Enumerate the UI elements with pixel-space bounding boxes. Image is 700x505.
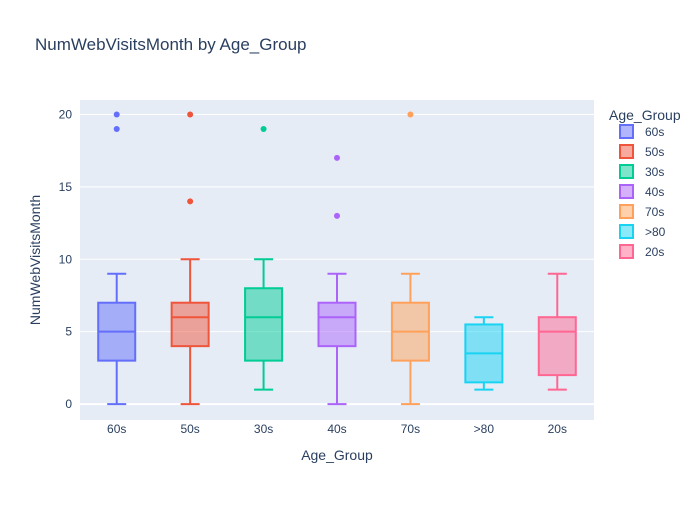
chart-title: NumWebVisitsMonth by Age_Group [35, 35, 307, 54]
y-tick-label: 0 [65, 397, 72, 411]
legend-item-40s[interactable]: 40s [619, 184, 664, 199]
box-iqr [170, 301, 210, 348]
legend-item-30s[interactable]: 30s [619, 164, 664, 179]
legend-item-60s[interactable]: 60s [619, 124, 664, 139]
box-30s[interactable] [244, 125, 284, 391]
legend[interactable]: Age_Group 60s 50s 30s 40s 70s >80 20s [609, 107, 681, 259]
x-tick-label: >80 [474, 422, 495, 436]
x-axis-ticks: 60s 50s 30s 40s 70s >80 20s [107, 422, 567, 436]
legend-items[interactable]: 60s 50s 30s 40s 70s >80 20s [619, 124, 666, 259]
box-50s[interactable] [170, 111, 210, 406]
legend-swatch [619, 244, 634, 259]
y-tick-label: 10 [59, 252, 73, 266]
box-iqr [244, 287, 284, 362]
x-tick-label: 30s [254, 422, 273, 436]
legend-swatch [619, 204, 634, 219]
legend-item->80[interactable]: >80 [619, 224, 666, 239]
x-axis-title: Age_Group [301, 447, 373, 463]
box-40s[interactable] [317, 154, 357, 406]
legend-item-50s[interactable]: 50s [619, 144, 664, 159]
legend-swatch [619, 124, 634, 139]
box-20s[interactable] [537, 272, 577, 391]
legend-label: 20s [645, 245, 664, 259]
legend-label: 40s [645, 185, 664, 199]
legend-swatch [619, 164, 634, 179]
y-axis-ticks: 0 5 10 15 20 [59, 107, 73, 411]
y-axis-title: NumWebVisitsMonth [27, 195, 43, 325]
x-tick-label: 70s [401, 422, 420, 436]
legend-swatch [619, 224, 634, 239]
x-tick-label: 50s [180, 422, 199, 436]
outlier-point [113, 111, 120, 118]
x-tick-label: 40s [327, 422, 346, 436]
outlier-point [187, 198, 194, 205]
box-70s[interactable] [390, 111, 430, 406]
y-tick-label: 20 [59, 107, 73, 121]
outlier-point [260, 125, 267, 132]
legend-label: >80 [645, 225, 666, 239]
outlier-point [113, 125, 120, 132]
box-iqr [537, 316, 577, 377]
outlier-point [407, 111, 414, 118]
y-tick-label: 15 [59, 180, 73, 194]
box->80[interactable] [464, 316, 504, 391]
legend-title: Age_Group [609, 107, 681, 123]
box-60s[interactable] [97, 111, 137, 406]
box-iqr [317, 301, 357, 348]
box-series [97, 111, 577, 406]
x-tick-label: 60s [107, 422, 126, 436]
outlier-point [187, 111, 194, 118]
legend-label: 50s [645, 145, 664, 159]
outlier-point [334, 154, 340, 161]
legend-swatch [619, 144, 634, 159]
legend-label: 70s [645, 205, 664, 219]
legend-item-20s[interactable]: 20s [619, 244, 664, 259]
legend-item-70s[interactable]: 70s [619, 204, 664, 219]
x-tick-label: 20s [548, 422, 567, 436]
y-tick-label: 5 [65, 325, 72, 339]
legend-label: 60s [645, 125, 664, 139]
legend-swatch [619, 184, 634, 199]
legend-label: 30s [645, 165, 664, 179]
outlier-point [334, 212, 340, 219]
